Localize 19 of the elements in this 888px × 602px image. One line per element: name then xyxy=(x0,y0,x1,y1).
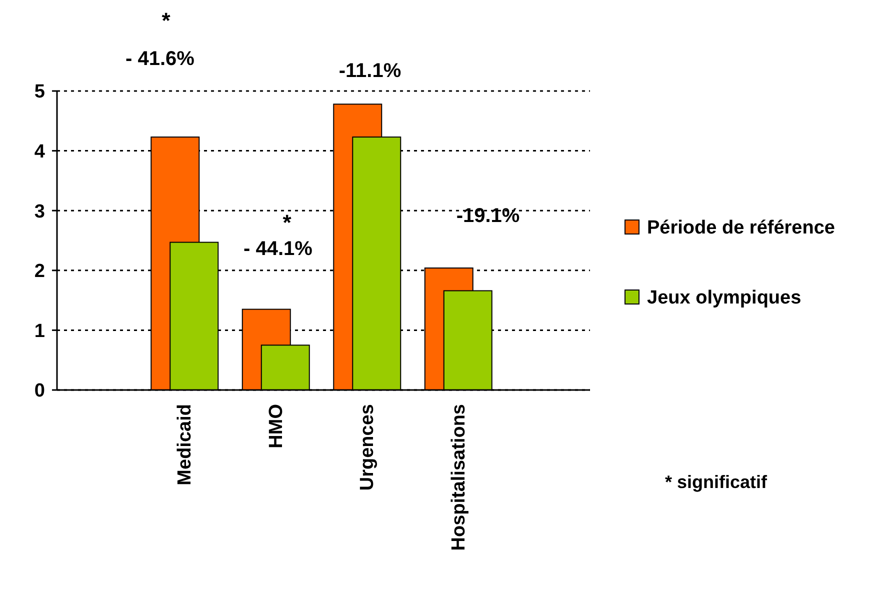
x-tick-label: Urgences xyxy=(357,404,378,491)
x-tick-label: Hospitalisations xyxy=(448,404,470,551)
annotation: -19.1% xyxy=(456,205,520,227)
y-tick-label: 2 xyxy=(34,261,45,282)
text: -11.1% xyxy=(338,60,402,82)
y-tick-label: 4 xyxy=(34,141,46,162)
x-tick-label: HMO xyxy=(266,404,287,448)
y-tick-label: 1 xyxy=(34,320,46,342)
y-tick-label: 0 xyxy=(34,380,45,402)
x-tick-label: Medicaid xyxy=(174,404,196,486)
annotation: * xyxy=(282,210,292,235)
y-tick-label: 3 xyxy=(34,201,45,222)
text: - 41.6% xyxy=(126,48,195,70)
text: * significatif xyxy=(665,472,768,492)
annotation: - 44.1% xyxy=(244,238,313,260)
legend-label: Période de référence xyxy=(647,218,835,239)
legend-label: Jeux olympiques xyxy=(647,288,802,309)
text: * xyxy=(162,8,171,33)
y-tick-label: 5 xyxy=(34,82,46,103)
